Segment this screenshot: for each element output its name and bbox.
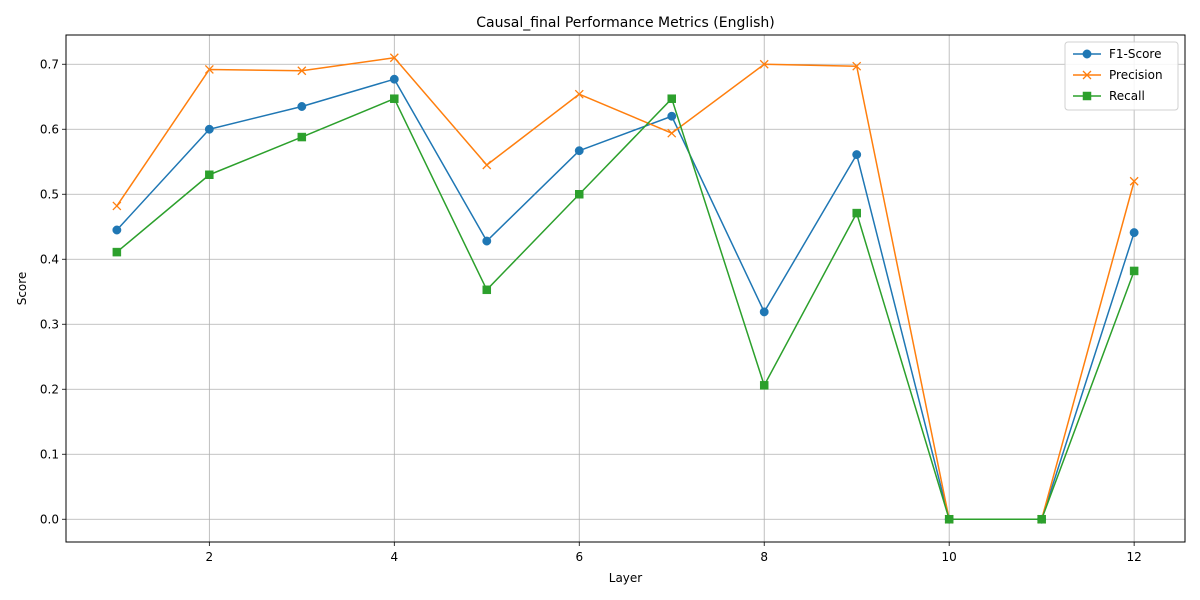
data-point-precision	[667, 128, 677, 138]
x-tick-label: 10	[942, 550, 957, 564]
data-point-recall	[575, 190, 584, 199]
legend-marker-precision	[1082, 70, 1092, 80]
x-axis: 2 4 6 8 10 12	[206, 542, 1142, 564]
data-point-precision	[389, 53, 399, 63]
data-point-precision	[297, 66, 307, 76]
data-point-f1-score	[1129, 228, 1139, 238]
data-point-f1-score	[852, 150, 862, 160]
x-tick-label: 6	[575, 550, 583, 564]
series-layer	[112, 53, 1139, 524]
chart-title: Causal_final Performance Metrics (Englis…	[476, 15, 775, 31]
legend-box	[1064, 41, 1179, 111]
x-axis-title: Layer	[609, 571, 643, 585]
data-point-precision	[482, 160, 492, 170]
legend: F1-Score Precision Recall	[1064, 41, 1179, 111]
y-tick-label: 0.0	[40, 512, 59, 526]
y-tick-label: 0.5	[40, 187, 59, 201]
y-tick-label: 0.2	[40, 382, 59, 396]
data-point-f1-score	[204, 124, 214, 134]
data-point-recall	[667, 94, 676, 103]
data-point-precision	[1129, 176, 1139, 186]
data-point-recall	[1037, 515, 1046, 524]
data-point-recall	[390, 94, 399, 103]
data-point-f1-score	[482, 236, 492, 246]
y-tick-label: 0.7	[40, 57, 59, 71]
data-point-f1-score	[112, 225, 122, 235]
legend-label-recall: Recall	[1109, 89, 1145, 103]
series-recall	[112, 94, 1139, 524]
data-point-precision	[759, 59, 769, 69]
y-tick-label: 0.3	[40, 317, 59, 331]
data-point-recall	[1129, 266, 1139, 276]
data-point-recall	[759, 381, 769, 390]
y-tick-label: 0.4	[40, 252, 59, 266]
data-point-recall	[205, 170, 214, 179]
data-point-precision	[852, 61, 862, 71]
legend-label-precision: Precision	[1109, 68, 1163, 82]
data-point-precision	[112, 201, 122, 211]
y-tick-label: 0.1	[40, 447, 59, 461]
legend-marker-f1-score	[1082, 49, 1092, 59]
data-point-f1-score	[574, 146, 584, 156]
data-point-f1-score	[389, 74, 399, 84]
series-line-recall	[116, 97, 1135, 520]
legend-marker-recall	[1082, 91, 1092, 101]
data-point-precision	[204, 64, 214, 74]
data-point-recall	[944, 515, 954, 524]
plot-frame	[65, 34, 1186, 543]
data-point-recall	[852, 208, 861, 218]
x-tick-label: 12	[1126, 550, 1141, 564]
data-point-f1-score	[759, 307, 769, 317]
x-tick-label: 4	[390, 550, 398, 564]
data-point-f1-score	[297, 102, 307, 111]
x-tick-label: 8	[760, 550, 768, 564]
data-point-precision	[574, 89, 584, 99]
y-axis-title: Score	[15, 272, 29, 306]
data-point-recall	[482, 285, 492, 295]
y-tick-label: 0.6	[40, 122, 59, 136]
data-point-recall	[112, 247, 122, 257]
data-point-f1-score	[667, 111, 677, 121]
x-tick-label: 2	[206, 550, 214, 564]
grid	[66, 35, 1185, 542]
data-point-recall	[297, 132, 307, 142]
y-axis: 0.0 0.1 0.2 0.3 0.4 0.5 0.6 0.7	[40, 57, 66, 526]
legend-label-f1-score: F1-Score	[1109, 47, 1161, 61]
